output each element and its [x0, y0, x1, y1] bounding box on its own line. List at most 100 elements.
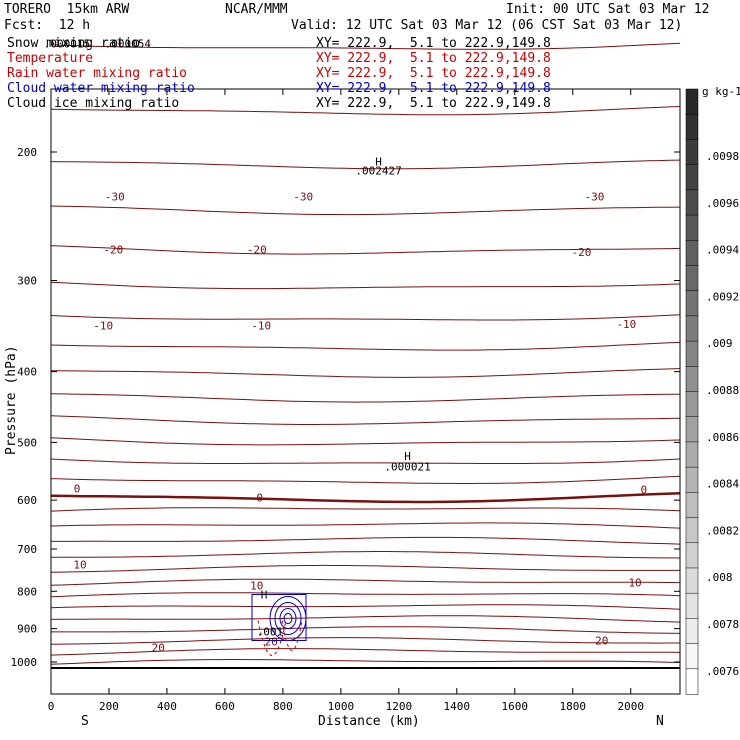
annotation-label: .000015 — [44, 37, 90, 50]
cloud-water-contour — [279, 608, 297, 630]
colorbar-cell — [685, 466, 699, 494]
contour-label: -10 — [93, 320, 113, 333]
field-xy-rain: XY= 222.9, 5.1 to 222.9,149.8 — [316, 66, 551, 81]
field-name-snow: Snow mixing ratio — [7, 36, 141, 51]
colorbar-cell — [685, 391, 699, 418]
y-tick-label: 400 — [17, 366, 37, 379]
isotherm — [50, 475, 681, 484]
field-name-cloud-ice: Cloud ice mixing ratio — [7, 96, 180, 111]
colorbar-cell — [685, 618, 699, 645]
contour-label: 0 — [640, 483, 647, 496]
colorbar-tick-label: .0096 — [706, 197, 739, 210]
field-xy-snow: XY= 222.9, 5.1 to 222.9,149.8 — [316, 36, 551, 51]
isotherm — [50, 659, 681, 665]
contour-label: 10 — [250, 579, 263, 592]
cloud-water-box — [251, 594, 307, 642]
y-tick-label: 700 — [17, 543, 37, 556]
contour-label: 0 — [74, 482, 81, 495]
contour-label: -30 — [585, 190, 605, 203]
colorbar: g kg-1 .0098 .0096 .0094 .0092 .009 .0088 .0086… — [685, 85, 740, 695]
colorbar-tick-label: .0078 — [706, 618, 739, 631]
valid-label: Valid: 12 UTC Sat 03 Mar 12 (06 CST Sat … — [291, 18, 683, 33]
y-tick-label: 1000 — [11, 656, 38, 669]
colorbar-cell — [685, 88, 699, 115]
isotherm — [51, 536, 681, 545]
contour-label: -20 — [103, 243, 123, 256]
field-name-rain: Rain water mixing ratio — [7, 66, 188, 81]
annotation-label: .002427 — [355, 164, 401, 177]
x-tick-label: 1600 — [502, 700, 529, 713]
fcst-label: Fcst: 12 h — [4, 18, 91, 33]
isotherm — [50, 106, 681, 116]
contour-label: 20 — [152, 641, 165, 654]
colorbar-unit: g kg-1 — [702, 85, 740, 98]
colorbar-cell — [685, 214, 699, 242]
init-label: Init: 00 UTC Sat 03 Mar 12 — [506, 2, 710, 17]
field-xy-cloud-water: XY= 222.9, 5.1 to 222.9,149.8 — [316, 81, 551, 96]
y-tick-label: 300 — [17, 274, 37, 287]
y-tick-label: 900 — [17, 623, 37, 636]
temperature-contours: -30 -30 -30 -20 -20 -20 -10 -10 -10 0 0 0 10 10 10 20 20… — [50, 42, 681, 669]
rain-contour — [257, 620, 287, 656]
y-tick-label: 200 — [17, 146, 37, 159]
isotherm — [50, 42, 681, 50]
colorbar-cell — [685, 290, 699, 317]
isotherm — [50, 393, 681, 403]
contour-label: 10 — [73, 558, 86, 571]
contour-label: 20 — [265, 636, 278, 649]
isotherm — [50, 341, 681, 351]
x-axis-label: Distance (km) — [318, 714, 420, 729]
x-end-label-right: N — [656, 714, 664, 729]
field-name-cloud-water: Cloud water mixing ratio — [7, 81, 195, 96]
contour-label: 0 — [256, 491, 263, 504]
isotherm — [50, 578, 681, 586]
colorbar-cell — [685, 668, 699, 695]
colorbar-cell — [685, 340, 699, 368]
contour-label: -10 — [251, 320, 271, 333]
x-tick-label: 600 — [215, 700, 235, 713]
isotherm — [50, 368, 681, 378]
x-end-label-left: S — [81, 714, 89, 729]
colorbar-cell — [685, 542, 699, 569]
annotation-label: H — [261, 588, 268, 601]
isotherm — [50, 564, 680, 573]
center-label: NCAR/MMM — [225, 2, 288, 17]
isotherm — [50, 604, 681, 610]
contour-label: -20 — [247, 243, 267, 256]
colorbar-tick-label: .0082 — [706, 524, 739, 537]
x-tick-label: 1200 — [386, 700, 413, 713]
axes: 0 200 400 600 800 1000 1200 1400 1600 1800 2000200… — [11, 89, 680, 713]
x-tick-label: 2000 — [617, 700, 644, 713]
x-tick-label: 1000 — [328, 700, 355, 713]
rain-contour — [281, 620, 303, 652]
colorbar-cell — [685, 315, 699, 342]
field-xy-cloud-ice: XY= 222.9, 5.1 to 222.9,149.8 — [316, 96, 551, 111]
isotherm — [50, 281, 681, 290]
x-tick-label: 800 — [273, 700, 293, 713]
annotation-label: H — [404, 450, 411, 463]
model-label: TORERO 15km ARW — [4, 2, 130, 17]
x-tick-label: 1400 — [444, 700, 471, 713]
colorbar-cell — [685, 492, 699, 519]
colorbar-cell — [685, 643, 699, 670]
annotation-label: .000021 — [384, 461, 430, 474]
cloud-water-contour — [274, 602, 302, 636]
y-axis-label: Pressure (hPa) — [4, 345, 19, 455]
x-tick-label: 1800 — [560, 700, 587, 713]
contour-label: -30 — [293, 190, 313, 203]
isotherm — [50, 522, 681, 529]
contour-label: 20 — [595, 635, 608, 648]
x-tick-label: 400 — [157, 700, 177, 713]
colorbar-tick-label: .008 — [706, 571, 733, 584]
colorbar-cell — [685, 517, 699, 544]
contour-label: 10 — [628, 576, 641, 589]
colorbar-tick-label: .0084 — [706, 478, 739, 491]
plot-frame — [50, 88, 681, 695]
colorbar-tick-label: .0092 — [706, 290, 739, 303]
isotherm — [50, 648, 681, 656]
contour-label: -30 — [105, 190, 125, 203]
field-xy-temperature: XY= 222.9, 5.1 to 222.9,149.8 — [316, 51, 551, 66]
cloud-water-contour — [283, 613, 293, 625]
